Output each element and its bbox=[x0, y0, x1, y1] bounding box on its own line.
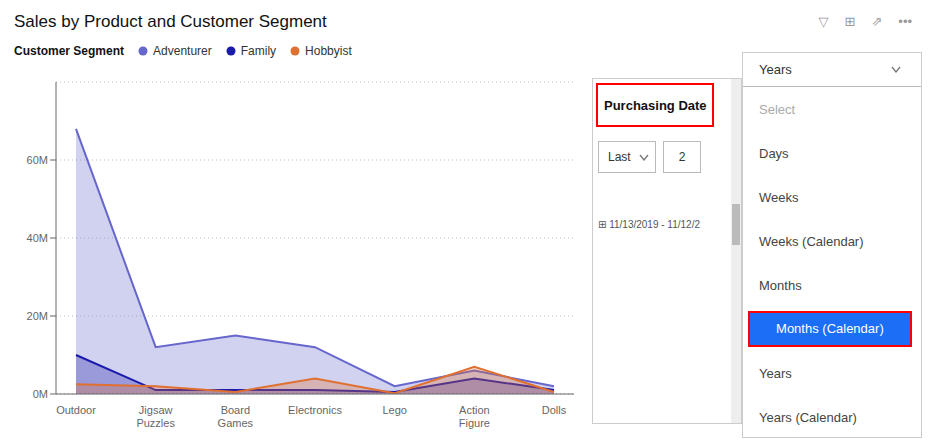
html-text:Hobbyist: Hobbyist bbox=[305, 44, 352, 58]
html-text:Years: Years bbox=[759, 62, 792, 77]
html-text:⊞ 11/13/2019 - 11/12/2: ⊞ 11/13/2019 - 11/12/2 bbox=[598, 219, 700, 230]
html-text:Select: Select bbox=[759, 101, 796, 117]
svg-text:20M: 20M bbox=[27, 310, 48, 322]
svg-text:0M: 0M bbox=[33, 388, 48, 400]
svg-text:BoardGames: BoardGames bbox=[218, 404, 254, 429]
html-text:Adventurer: Adventurer bbox=[153, 44, 212, 58]
html-text:Years: Years bbox=[759, 365, 792, 381]
html-text:Purchasing Date: Purchasing Date bbox=[604, 97, 707, 113]
html-text:Weeks: Weeks bbox=[759, 189, 799, 205]
html-text:Last: Last bbox=[608, 150, 631, 164]
svg-text:40M: 40M bbox=[27, 232, 48, 244]
html-text:Months (Calendar): Months (Calendar) bbox=[776, 321, 884, 337]
svg-text:Outdoor: Outdoor bbox=[56, 404, 96, 416]
html-text:Family: Family bbox=[240, 44, 277, 58]
html-text:Years (Calendar): Years (Calendar) bbox=[759, 409, 857, 425]
html-text:Days: Days bbox=[759, 145, 789, 161]
svg-text:Electronics: Electronics bbox=[288, 404, 342, 416]
html-text:2: 2 bbox=[678, 150, 686, 164]
html-text:Sales by Product and Customer: Sales by Product and Customer Segment bbox=[14, 12, 327, 31]
html-text:Weeks (Calendar): Weeks (Calendar) bbox=[759, 233, 864, 249]
svg-text:Dolls: Dolls bbox=[542, 404, 567, 416]
html-text:Months: Months bbox=[759, 277, 802, 293]
svg-text:ActionFigure: ActionFigure bbox=[459, 404, 490, 429]
svg-text:Lego: Lego bbox=[382, 404, 406, 416]
svg-text:JigsawPuzzles: JigsawPuzzles bbox=[136, 404, 175, 429]
html-text:Customer Segment: Customer Segment bbox=[14, 44, 124, 58]
svg-text:60M: 60M bbox=[27, 154, 48, 166]
